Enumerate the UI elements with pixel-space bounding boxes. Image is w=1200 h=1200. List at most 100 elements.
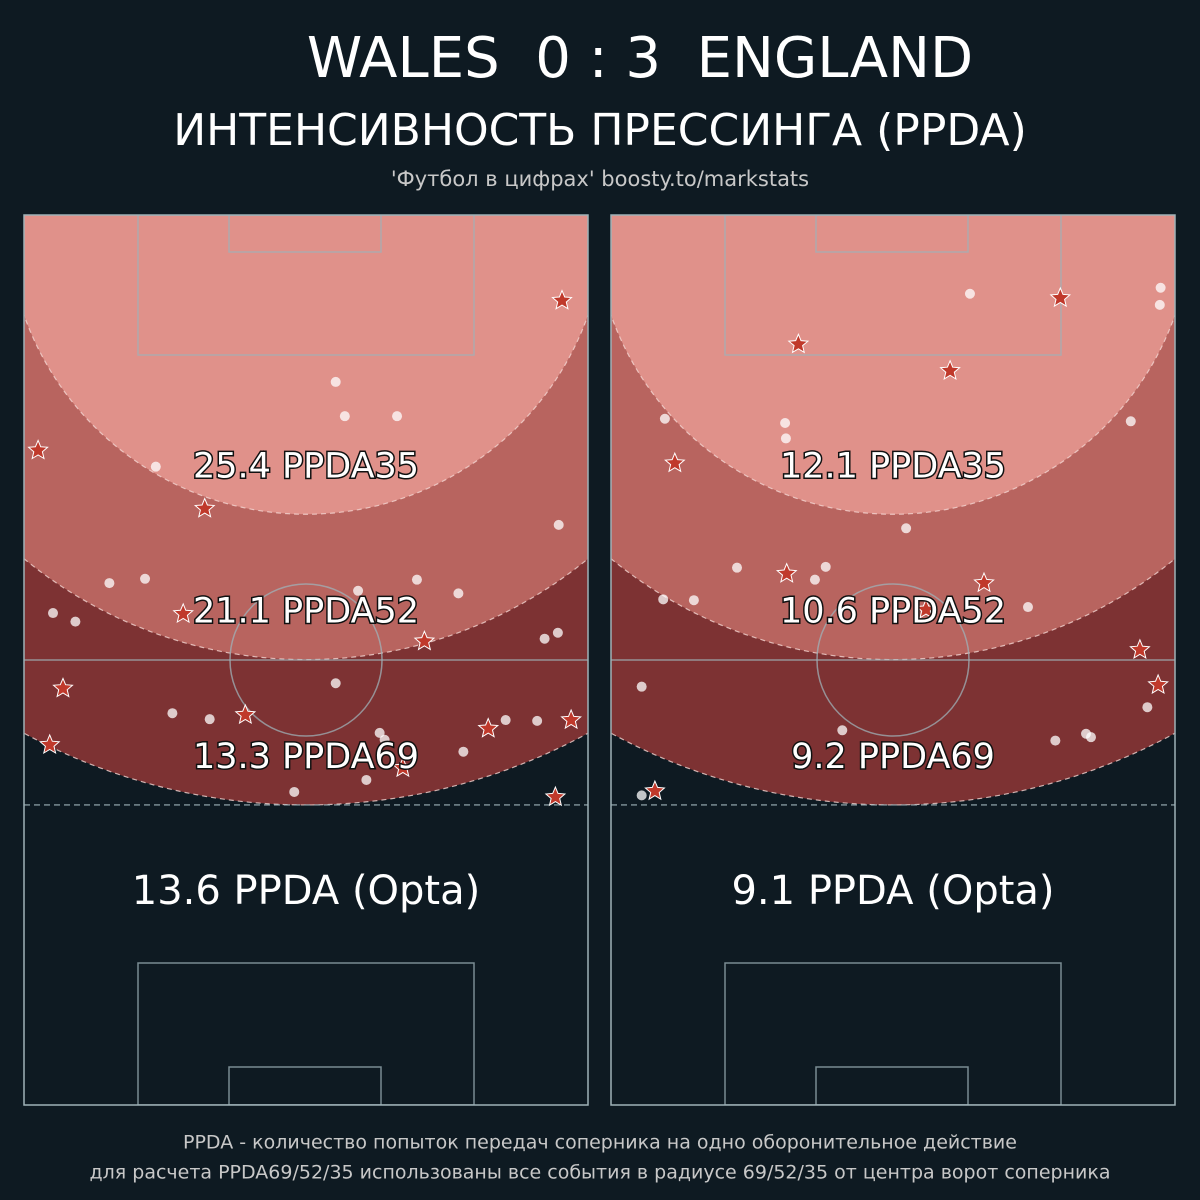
score-separator: : (589, 26, 608, 91)
event-star (915, 598, 937, 619)
penalty-box (724, 215, 1062, 356)
event-dot (1155, 282, 1166, 293)
zone-label: 25.4 PPDA35 (193, 446, 419, 486)
footnote: PPDA - количество попыток передач соперн… (183, 1132, 1017, 1154)
zone-value: 25.4 (193, 446, 271, 486)
event-star (551, 289, 573, 310)
event-dot (732, 562, 743, 573)
event-dot (411, 574, 422, 585)
event-dot (1142, 702, 1153, 713)
event-dot (688, 595, 699, 606)
event-star (939, 359, 961, 380)
event-star (234, 703, 257, 725)
event-dot (636, 681, 647, 692)
event-dot (636, 790, 647, 801)
event-dot (1050, 735, 1061, 746)
home-team: WALES (307, 26, 500, 91)
event-star (477, 717, 500, 738)
zone-label: 13.3 PPDA69 (193, 737, 419, 777)
event-dot (330, 678, 341, 689)
event-dot (500, 715, 511, 726)
event-star (52, 677, 74, 698)
event-dot (1022, 602, 1033, 613)
opta-name: PPDA (Opta) (234, 868, 481, 914)
event-dot (289, 786, 300, 797)
pitch-panel (24, 215, 588, 1105)
center-circle (229, 583, 383, 737)
zone-label: 10.6 PPDA52 (780, 592, 1006, 632)
event-dot (374, 727, 385, 738)
score-title: WALES 0 : 3 ENGLAND (307, 26, 973, 91)
penalty-box (724, 962, 1062, 1105)
source: 'Футбол в цифрах' boosty.to/markstats (391, 167, 809, 191)
event-star (38, 733, 61, 755)
home-score: 0 (535, 26, 571, 91)
pitch-border (23, 214, 589, 1106)
zone-value: 13.3 (193, 737, 271, 777)
goal-area (228, 215, 382, 253)
event-dot (964, 288, 975, 299)
zone-name: PPDA52 (282, 592, 419, 632)
event-dot (104, 578, 115, 589)
opta-value: 13.6 (132, 868, 221, 914)
event-dot (552, 627, 563, 638)
event-dot (780, 418, 791, 429)
event-dot (780, 433, 791, 444)
opta-label: 9.1 PPDA (Opta) (731, 868, 1054, 914)
goal-area (815, 215, 969, 253)
opta-label: 13.6 PPDA (Opta) (132, 868, 480, 914)
event-dot (361, 774, 372, 785)
event-dot (553, 519, 564, 530)
away-team: ENGLAND (697, 26, 973, 91)
event-dot (48, 608, 59, 619)
footnote: для расчета PPDA69/52/35 использованы вс… (90, 1162, 1111, 1184)
zone-value: 12.1 (780, 446, 858, 486)
event-dot (659, 413, 670, 424)
event-dot (1085, 732, 1096, 743)
goal-area (815, 1066, 969, 1105)
ppda-zone (24, 215, 588, 515)
event-star (1049, 286, 1072, 308)
zone-name: PPDA52 (869, 592, 1006, 632)
zone-value: 9.2 (791, 737, 847, 777)
event-dot (167, 708, 178, 719)
event-dot (379, 734, 390, 745)
event-dot (809, 574, 820, 585)
event-dot (204, 714, 215, 725)
event-star (413, 630, 436, 651)
event-star (973, 571, 995, 593)
event-star (1147, 673, 1169, 695)
event-star (193, 497, 216, 518)
event-star (787, 333, 810, 354)
event-dot (532, 715, 543, 726)
pitch-border (610, 214, 1176, 1106)
event-star (775, 562, 798, 583)
event-dot (1125, 416, 1136, 427)
event-star (544, 785, 567, 807)
event-star (392, 756, 414, 778)
event-dot (901, 523, 912, 534)
event-dot (70, 616, 81, 627)
event-dot (820, 561, 831, 572)
event-dot (658, 594, 669, 605)
opta-value: 9.1 (731, 868, 795, 914)
penalty-box (137, 215, 475, 356)
event-star (560, 708, 582, 730)
event-dot (150, 461, 161, 472)
zone-value: 21.1 (193, 592, 271, 632)
zone-label: 9.2 PPDA69 (791, 737, 995, 777)
event-star (172, 602, 194, 624)
away-score: 3 (625, 26, 661, 91)
pitch-panel (611, 215, 1175, 1105)
event-dot (339, 411, 350, 422)
event-dot (539, 633, 550, 644)
title: ИНТЕНСИВНОСТЬ ПРЕССИНГА (PPDA) (173, 105, 1026, 156)
event-dot (453, 588, 464, 599)
event-dot (140, 573, 151, 584)
ppda-zone (611, 215, 1175, 515)
event-dot (330, 376, 341, 387)
event-dot (837, 725, 848, 736)
zone-name: PPDA69 (858, 737, 995, 777)
zone-name: PPDA35 (869, 446, 1006, 486)
